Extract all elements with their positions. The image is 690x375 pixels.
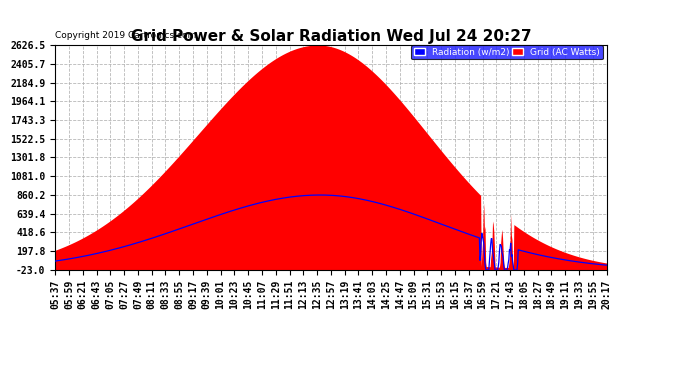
- Legend: Radiation (w/m2), Grid (AC Watts): Radiation (w/m2), Grid (AC Watts): [411, 45, 602, 59]
- Title: Grid Power & Solar Radiation Wed Jul 24 20:27: Grid Power & Solar Radiation Wed Jul 24 …: [131, 29, 531, 44]
- Text: Copyright 2019 Cartronics.com: Copyright 2019 Cartronics.com: [55, 32, 197, 40]
